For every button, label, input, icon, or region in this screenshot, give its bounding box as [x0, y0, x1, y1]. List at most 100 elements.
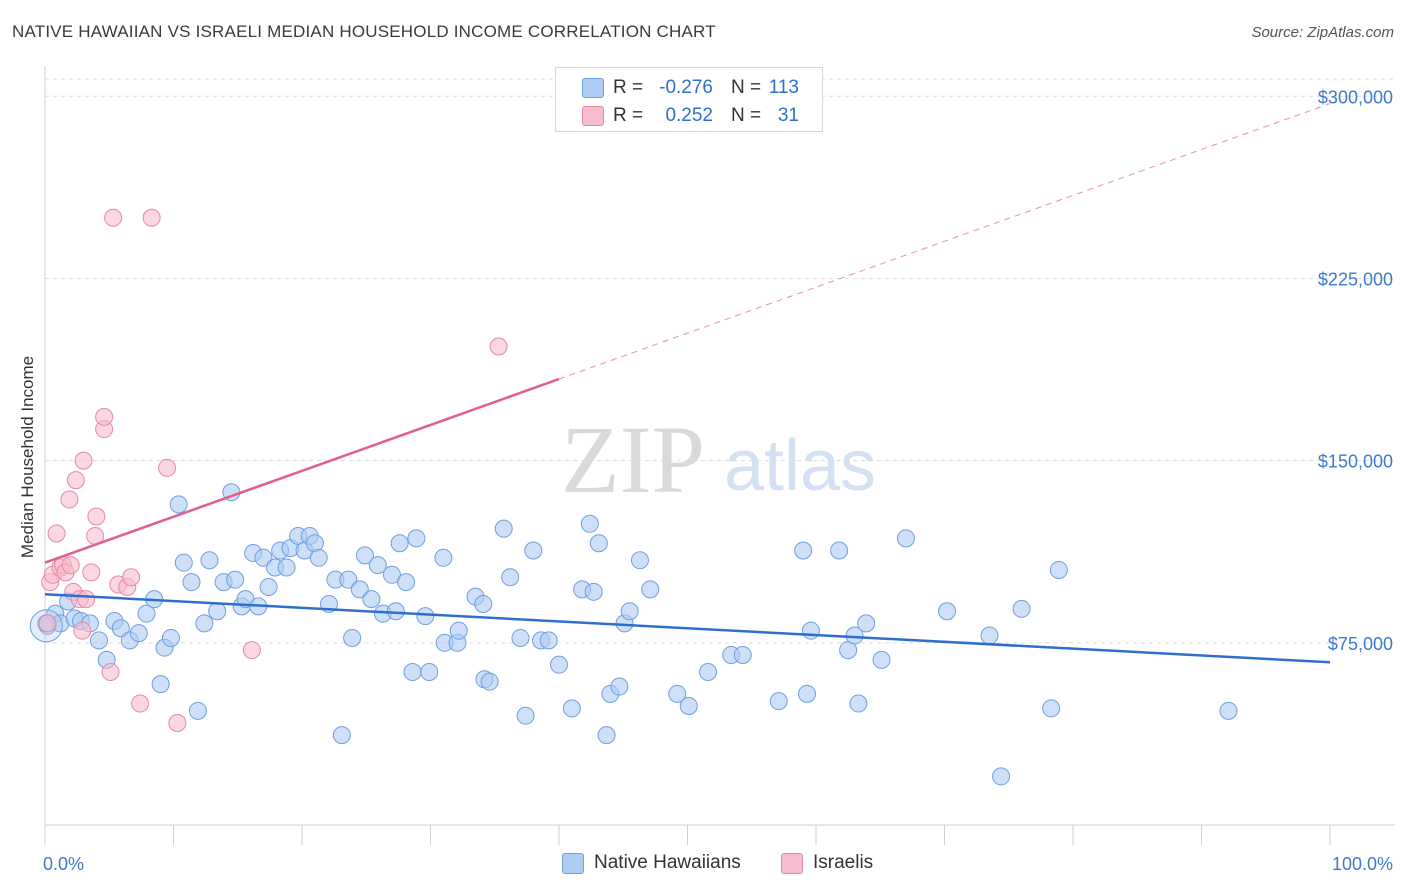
israeli-point: [122, 568, 141, 587]
native-point: [769, 692, 788, 711]
native-point: [801, 621, 820, 640]
legend-swatch-israeli: [582, 106, 604, 126]
native-point: [151, 675, 170, 694]
native-point: [630, 551, 649, 570]
native-point: [733, 645, 752, 664]
native-point: [1042, 699, 1061, 718]
israeli-point: [95, 407, 114, 426]
israeli-point: [101, 662, 120, 681]
legend-row-israeli: R = 0.252 N = 31: [556, 102, 822, 130]
native-point: [332, 726, 351, 745]
israeli-point: [60, 490, 79, 509]
israeli-point: [489, 337, 508, 356]
legend-swatch-israeli: [781, 853, 803, 874]
israeli-point: [242, 641, 261, 660]
native-point: [992, 767, 1011, 786]
native-point: [980, 626, 999, 645]
native-point: [169, 495, 188, 514]
native-point: [938, 602, 957, 621]
y-tick-label: $225,000: [1318, 269, 1393, 289]
x-tick-label-max: 100.0%: [1332, 854, 1393, 874]
series-native-hawaiians: [29, 483, 1238, 786]
native-point: [830, 541, 849, 560]
native-point: [200, 551, 219, 570]
legend-r-value: -0.276: [659, 77, 713, 98]
chart-title: NATIVE HAWAIIAN VS ISRAELI MEDIAN HOUSEH…: [12, 22, 716, 41]
trend-line-native: [44, 592, 1331, 664]
native-point: [524, 541, 543, 560]
native-point: [494, 519, 513, 538]
source-label: Source: ZipAtlas.com: [1251, 24, 1394, 41]
y-tick-label: $150,000: [1318, 452, 1393, 472]
israeli-point: [47, 524, 66, 543]
native-point: [129, 624, 148, 643]
series-israelis: [38, 208, 508, 732]
native-point: [89, 631, 108, 650]
native-point: [161, 628, 180, 647]
native-point: [597, 726, 616, 745]
native-point: [259, 577, 278, 596]
israeli-point: [104, 208, 123, 227]
israeli-point: [82, 563, 101, 582]
native-point: [794, 541, 813, 560]
legend-n-label: N =: [731, 77, 762, 98]
axis-labels: $75,000 $150,000 $225,000 $300,000 0.0% 100.0…: [43, 87, 1393, 874]
native-point: [195, 614, 214, 633]
legend-n-value: 113: [768, 77, 799, 98]
axes: [44, 66, 1395, 845]
legend-swatch-native: [582, 78, 604, 98]
israeli-point: [77, 590, 96, 609]
watermark-atlas: atlas: [724, 426, 876, 506]
native-point: [434, 548, 453, 567]
watermark-zip: ZIP: [561, 406, 705, 513]
native-point: [1012, 599, 1031, 618]
native-point: [188, 701, 207, 720]
native-point: [539, 631, 558, 650]
native-point: [449, 621, 468, 640]
native-point: [511, 628, 530, 647]
native-point: [580, 514, 599, 533]
native-point: [562, 699, 581, 718]
y-tick-label: $300,000: [1318, 87, 1393, 107]
legend-r-label: R =: [613, 77, 644, 98]
legend-label-israeli: Israelis: [813, 852, 874, 873]
israeli-point: [142, 208, 161, 227]
native-point: [474, 594, 493, 613]
trend-lines: [44, 103, 1331, 664]
native-point: [339, 570, 358, 589]
native-point: [679, 696, 698, 715]
israeli-point: [87, 507, 106, 526]
legend-r-value: 0.252: [665, 105, 713, 126]
watermark: ZIP atlas: [561, 406, 876, 513]
native-point: [584, 582, 603, 601]
correlation-legend: R = -0.276 N = 113 R = 0.252 N = 31: [555, 67, 823, 132]
native-point: [362, 590, 381, 609]
native-point: [620, 602, 639, 621]
israeli-point: [66, 471, 85, 490]
native-point: [111, 619, 130, 638]
legend-row-native: R = -0.276 N = 113: [556, 74, 822, 102]
legend-n-label: N =: [731, 105, 762, 126]
native-point: [516, 706, 535, 725]
native-point: [407, 529, 426, 548]
israeli-point: [74, 451, 93, 470]
native-point: [1219, 701, 1238, 720]
native-point: [382, 565, 401, 584]
israeli-point: [168, 713, 187, 732]
legend-r-label: R =: [613, 105, 644, 126]
native-point: [309, 548, 328, 567]
x-tick-label-min: 0.0%: [43, 854, 84, 874]
native-point: [343, 628, 362, 647]
israeli-point: [61, 556, 80, 575]
native-point: [416, 607, 435, 626]
legend-label-native: Native Hawaiians: [594, 852, 741, 873]
native-point: [277, 558, 296, 577]
native-point: [849, 694, 868, 713]
native-point: [368, 556, 387, 575]
native-point: [403, 662, 422, 681]
native-point: [641, 580, 660, 599]
native-point: [857, 614, 876, 633]
y-tick-label: $75,000: [1328, 634, 1393, 654]
native-point: [589, 534, 608, 553]
